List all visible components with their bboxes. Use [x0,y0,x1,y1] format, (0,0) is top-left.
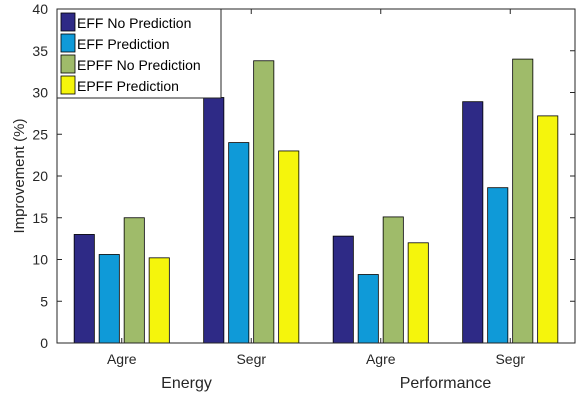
y-tick-label: 0 [40,335,48,351]
x-tick-label: Agre [366,351,396,367]
y-tick-label: 40 [32,1,48,17]
legend-swatch [60,54,76,74]
bar-1-2 [203,97,225,344]
bar-3-4 [512,58,534,344]
legend-label: EFF No Prediction [77,15,191,31]
group-label: Energy [161,375,212,392]
y-tick-label: 35 [32,43,48,59]
bar-1-4 [462,101,484,344]
legend-swatch [60,75,76,95]
legend-label: EFF Prediction [77,36,170,52]
bar-2-2 [228,142,250,344]
x-tick-label: Segr [495,351,525,367]
bar-3-2 [253,60,275,344]
bar-4-2 [278,150,300,344]
y-tick-label: 25 [32,126,48,142]
y-tick-label: 15 [32,210,48,226]
group-label: Performance [400,375,492,392]
bars-layer [73,58,559,344]
bar-2-1 [98,254,120,344]
x-tick-label: Segr [236,351,266,367]
y-tick-label: 30 [32,85,48,101]
y-axis-title: Improvement (%) [11,118,28,233]
labels-layer: 0 5 10 15 20 25 30 35 40 Agre Segr Agre Segr Energy Pe… [11,1,525,392]
legend-swatch [60,33,76,53]
legend-box [56,8,222,99]
legend-swatch [60,12,76,32]
bar-4-4 [537,115,559,344]
legend-label: EPFF Prediction [77,78,179,94]
bar-2-3 [357,274,379,344]
bar-3-3 [382,216,404,344]
bar-1-3 [332,235,354,344]
y-tick-label: 10 [32,252,48,268]
bar-4-1 [148,257,170,344]
legend: EFF No Prediction EFF Prediction EPFF No P… [56,8,222,99]
bar-3-1 [123,217,145,344]
bar-2-4 [487,187,509,344]
x-tick-label: Agre [107,351,137,367]
legend-label: EPFF No Prediction [77,57,201,73]
bar-1-1 [73,234,95,344]
y-tick-label: 5 [40,293,48,309]
bar-4-3 [407,242,429,344]
y-tick-label: 20 [32,168,48,184]
